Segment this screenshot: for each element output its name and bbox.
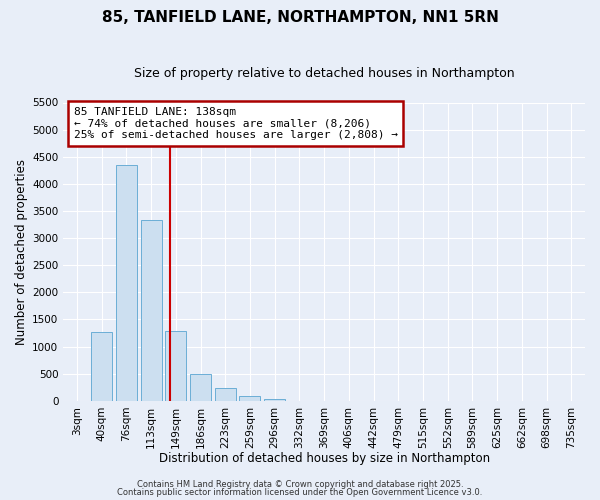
Bar [190, 374, 211, 401]
Text: Contains HM Land Registry data © Crown copyright and database right 2025.: Contains HM Land Registry data © Crown c… [137, 480, 463, 489]
Bar [239, 396, 260, 401]
Bar [215, 388, 236, 401]
Bar [165, 331, 186, 401]
Bar [140, 220, 161, 401]
X-axis label: Distribution of detached houses by size in Northampton: Distribution of detached houses by size … [158, 452, 490, 465]
Bar [116, 165, 137, 401]
Text: Contains public sector information licensed under the Open Government Licence v3: Contains public sector information licen… [118, 488, 482, 497]
Text: 85, TANFIELD LANE, NORTHAMPTON, NN1 5RN: 85, TANFIELD LANE, NORTHAMPTON, NN1 5RN [101, 10, 499, 25]
Bar [91, 332, 112, 401]
Title: Size of property relative to detached houses in Northampton: Size of property relative to detached ho… [134, 68, 514, 80]
Y-axis label: Number of detached properties: Number of detached properties [15, 158, 28, 344]
Text: 85 TANFIELD LANE: 138sqm
← 74% of detached houses are smaller (8,206)
25% of sem: 85 TANFIELD LANE: 138sqm ← 74% of detach… [74, 107, 398, 140]
Bar [264, 399, 285, 401]
